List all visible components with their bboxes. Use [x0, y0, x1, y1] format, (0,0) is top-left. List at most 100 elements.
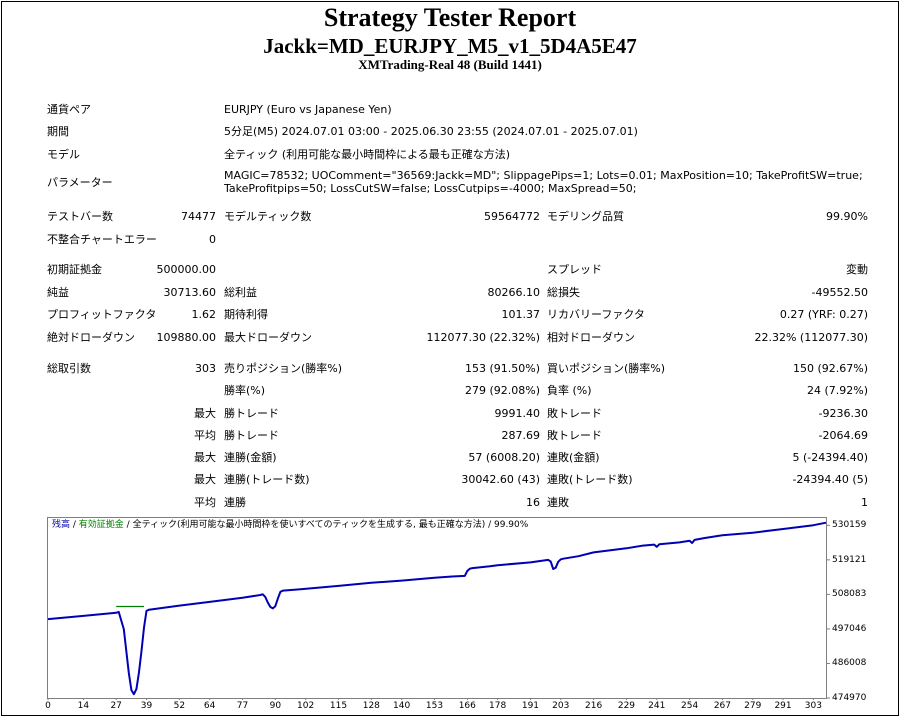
bars-value: 74477 — [181, 210, 216, 223]
x-tick-label: 279 — [744, 701, 762, 711]
gross-loss-value: -49552.50 — [811, 286, 868, 299]
chart-legend: 残高 / 有効証拠金 / 全ティック(利用可能な最小時間枠を使いすべてのティック… — [52, 520, 528, 531]
period-label: 期間 — [47, 125, 69, 138]
avg-loss-value: -2064.69 — [818, 429, 868, 442]
consec-loss-money-value: 5 (-24394.40) — [792, 451, 868, 464]
y-tick-label: 486008 — [832, 658, 867, 669]
average-prefix: 平均 — [194, 429, 216, 442]
legend-model: 全ティック(利用可能な最小時間枠を使いすべてのティックを生成する, 最も正確な方… — [132, 520, 529, 530]
avg-consec-prefix: 平均 — [194, 496, 216, 509]
largest-prefix: 最大 — [194, 407, 216, 420]
gross-loss-label: 総損失 — [547, 286, 580, 299]
x-tick-label: 102 — [297, 701, 315, 711]
x-tick-label: 52 — [173, 701, 186, 711]
y-tick-label: 530159 — [832, 520, 867, 531]
quality-value: 99.90% — [826, 210, 868, 223]
spread-value: 変動 — [846, 263, 868, 276]
mismatch-value: 0 — [209, 233, 216, 246]
net-profit-value: 30713.60 — [163, 286, 217, 299]
loss-rate-value: 24 (7.92%) — [806, 384, 868, 397]
short-positions-value: 153 (91.50%) — [464, 362, 540, 375]
net-profit-label: 純益 — [47, 286, 69, 299]
symbol-label: 通貨ペア — [47, 103, 91, 116]
params-label: パラメーター — [47, 176, 113, 189]
x-tick-label: 115 — [329, 701, 348, 711]
x-tick-label: 140 — [393, 701, 411, 711]
period-value: 5分足(M5) 2024.07.01 03:00 - 2025.06.30 23… — [224, 125, 638, 138]
y-tick-label: 508083 — [832, 589, 867, 600]
x-tick-label: 203 — [552, 701, 570, 711]
x-tick-label: 27 — [110, 701, 122, 711]
largest-loss-value: -9236.30 — [818, 407, 868, 420]
y-tick-label: 519121 — [832, 554, 867, 565]
largest-win-label: 勝トレード — [224, 407, 279, 420]
win-rate-label: 勝率(%) — [224, 384, 266, 397]
legend-sep-2: / — [123, 520, 133, 530]
consec-win-money-label: 連勝(金額) — [224, 451, 277, 464]
short-positions-label: 売りポジション(勝率%) — [224, 362, 343, 375]
x-tick-label: 39 — [140, 701, 153, 711]
x-tick-label: 241 — [648, 701, 666, 711]
win-rate-value: 279 (92.08%) — [464, 384, 540, 397]
recovery-factor-value: 0.27 (YRF: 0.27) — [779, 308, 868, 321]
consec-win-trades-label: 連勝(トレード数) — [224, 473, 310, 486]
x-tick-label: 229 — [617, 701, 636, 711]
rel-drawdown-value: 22.32% (112077.30) — [754, 331, 868, 344]
x-tick-label: 178 — [489, 701, 507, 711]
consec-loss-money-label: 連敗(金額) — [547, 451, 600, 464]
max-consec-money-prefix: 最大 — [194, 451, 216, 464]
x-tick-label: 77 — [236, 701, 249, 711]
rel-drawdown-label: 相対ドローダウン — [547, 331, 635, 344]
legend-balance: 残高 — [52, 520, 71, 530]
ticks-label: モデルティック数 — [224, 210, 312, 223]
x-tick-label: 64 — [203, 701, 216, 711]
y-tick-label: 497046 — [832, 623, 867, 634]
consec-loss-trades-label: 連敗(トレード数) — [547, 473, 633, 486]
x-tick-label: 128 — [362, 701, 380, 711]
total-trades-label: 総取引数 — [47, 362, 91, 375]
bars-label: テストバー数 — [47, 210, 113, 223]
largest-loss-label: 敗トレード — [547, 407, 602, 420]
long-positions-value: 150 (92.67%) — [792, 362, 868, 375]
abs-drawdown-value: 109880.00 — [156, 331, 217, 344]
avg-win-label: 勝トレード — [224, 429, 279, 442]
y-tick-label: 474970 — [832, 693, 867, 703]
recovery-factor-label: リカバリーファクタ — [547, 308, 645, 321]
server-name: XMTrading-Real 48 (Build 1441) — [358, 57, 542, 72]
x-tick-label: 291 — [774, 701, 792, 711]
mismatch-label: 不整合チャートエラー — [47, 233, 157, 246]
max-drawdown-label: 最大ドローダウン — [224, 331, 312, 344]
legend-equity: 有効証拠金 — [78, 520, 124, 530]
consec-win-trades-value: 30042.60 (43) — [461, 473, 540, 486]
x-tick-label: 166 — [458, 701, 476, 711]
profit-factor-value: 1.62 — [191, 308, 217, 321]
report-title: Strategy Tester Report — [323, 3, 577, 32]
params-line-1: MAGIC=78532; UOComment="36569:Jackk=MD";… — [224, 169, 863, 182]
profit-factor-label: プロフィットファクタ — [47, 308, 157, 321]
avg-consec-loss-value: 1 — [861, 496, 868, 509]
symbol-value: EURJPY (Euro vs Japanese Yen) — [224, 103, 392, 116]
abs-drawdown-label: 絶対ドローダウン — [47, 331, 135, 344]
quality-label: モデリング品質 — [547, 210, 624, 223]
deposit-value: 500000.00 — [156, 263, 217, 276]
balance-series-line — [47, 521, 827, 696]
x-tick-label: 191 — [521, 701, 540, 711]
x-tick-label: 254 — [681, 701, 699, 711]
model-value: 全ティック (利用可能な最小時間枠による最も正確な方法) — [224, 148, 511, 161]
x-tick-label: 153 — [425, 701, 444, 711]
model-label: モデル — [47, 148, 80, 161]
avg-win-value: 287.69 — [501, 429, 541, 442]
x-tick-label: 303 — [804, 701, 822, 711]
expected-payoff-value: 101.37 — [501, 308, 541, 321]
total-trades-value: 303 — [195, 362, 216, 375]
x-tick-label: 90 — [269, 701, 282, 711]
avg-consec-loss-label: 連敗 — [547, 496, 569, 509]
consec-win-money-value: 57 (6008.20) — [468, 451, 540, 464]
x-tick-label: 0 — [45, 701, 51, 711]
balance-chart — [47, 517, 827, 699]
largest-win-value: 9991.40 — [494, 407, 541, 420]
x-tick-label: 267 — [713, 701, 732, 711]
max-consec-trades-prefix: 最大 — [194, 473, 216, 486]
